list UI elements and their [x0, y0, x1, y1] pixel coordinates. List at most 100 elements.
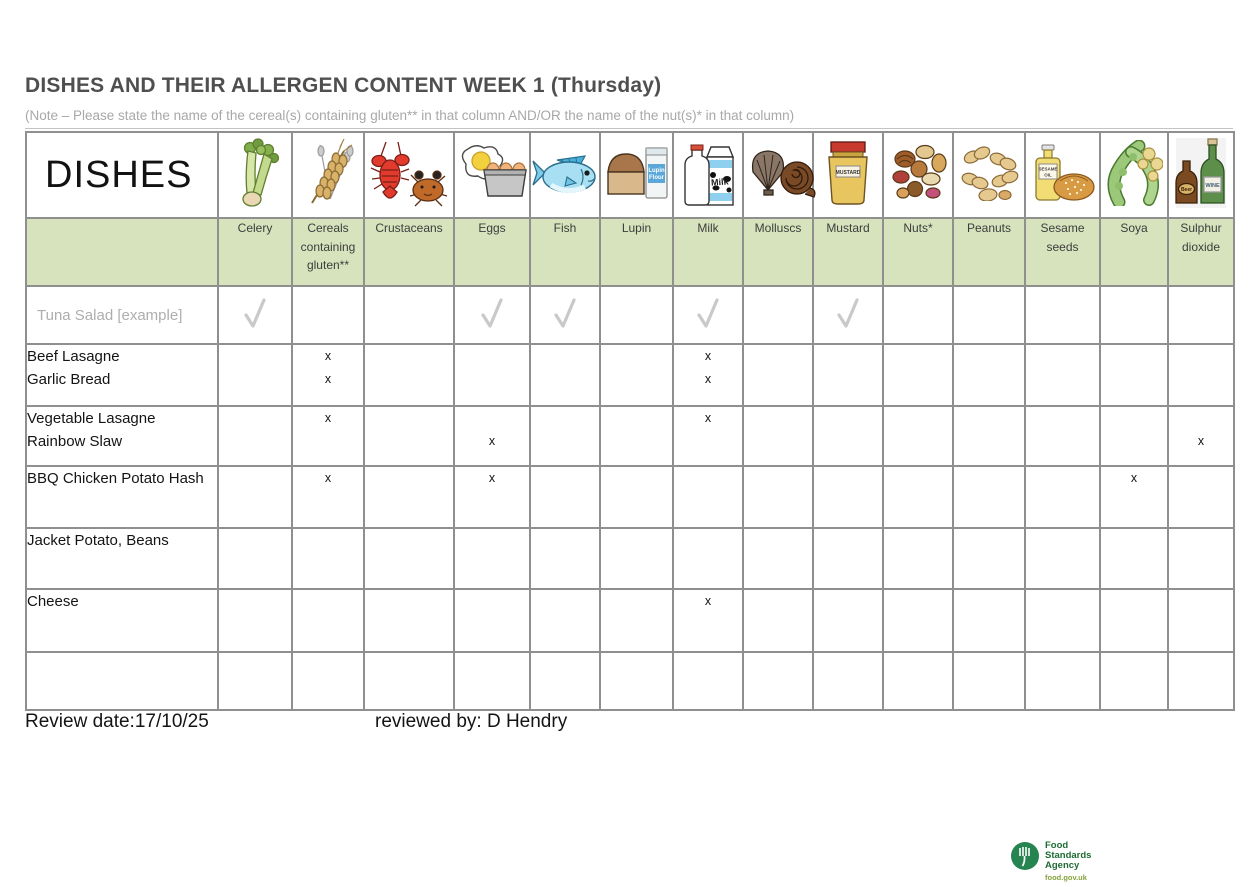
mark-cell-cereals_gluten [291, 651, 365, 711]
column-label-mustard: Mustard [812, 217, 884, 287]
mark-cell-sesame_seeds [1024, 405, 1101, 467]
mark-cell-sulphur_dioxide [1167, 343, 1235, 407]
dish-name: Tuna Salad [example] [37, 306, 183, 324]
empty-mark [814, 590, 882, 613]
mark-cell-molluscs [742, 651, 814, 711]
mark-cell-mustard [812, 465, 884, 529]
mark-cell-nuts [882, 405, 954, 467]
empty-mark [1026, 407, 1099, 430]
mark-cell-fish [529, 285, 601, 345]
empty-mark [1169, 590, 1233, 613]
mark-cell-lupin [599, 405, 674, 467]
column-icon-mustard: MUSTARD [812, 131, 884, 219]
empty-mark [954, 407, 1024, 430]
mark-cell-peanuts [952, 465, 1026, 529]
crustaceans-icon [370, 141, 448, 206]
empty-mark [744, 407, 812, 430]
empty-mark [884, 345, 952, 368]
dish-name: Garlic Bread [27, 371, 111, 388]
mark-cell-molluscs [742, 465, 814, 529]
table-row: Vegetable Lasagne Rainbow Slaw x x x x [25, 405, 1235, 467]
mark-cell-peanuts [952, 405, 1026, 467]
mark-cell-celery [217, 527, 293, 590]
column-icon-celery [217, 131, 293, 219]
mark-cell-eggs [453, 527, 531, 590]
dish-name: Vegetable Lasagne [27, 410, 156, 427]
empty-mark [884, 430, 952, 453]
column-icon-cereals_gluten [291, 131, 365, 219]
dish-name-cell: Jacket Potato, Beans [25, 527, 219, 590]
mark-cell-lupin [599, 343, 674, 407]
note-text: (Note – Please state the name of the cer… [25, 108, 795, 123]
empty-mark [884, 467, 952, 490]
empty-mark [219, 430, 291, 453]
mark-cell-lupin [599, 588, 674, 653]
empty-mark [219, 467, 291, 490]
mark-cell-soya [1099, 405, 1169, 467]
empty-mark [814, 345, 882, 368]
lupin-label-text: Flour [649, 175, 665, 181]
empty-mark [365, 590, 453, 613]
empty-mark [531, 430, 599, 453]
empty-mark [601, 590, 672, 613]
empty-mark [954, 467, 1024, 490]
empty-mark [1169, 653, 1233, 676]
allergen-x-mark: x [704, 372, 712, 386]
mark-cell-soya [1099, 588, 1169, 653]
allergen-x-mark: x [324, 411, 332, 425]
empty-mark [1026, 653, 1099, 676]
mark-cell-soya [1099, 285, 1169, 345]
mark-cell-eggs [453, 343, 531, 407]
empty-mark [1101, 653, 1167, 676]
mark-cell-milk [672, 527, 744, 590]
column-label-lupin: Lupin [599, 217, 674, 287]
mark-cell-cereals_gluten [291, 527, 365, 590]
dish-name: Jacket Potato, Beans [27, 532, 169, 549]
empty-mark [455, 590, 529, 613]
table-row: BBQ Chicken Potato Hash x x x [25, 465, 1235, 529]
empty-mark [814, 467, 882, 490]
mark-cell-molluscs [742, 527, 814, 590]
mark-cell-fish [529, 405, 601, 467]
empty-mark [674, 529, 742, 552]
empty-mark [954, 430, 1024, 453]
empty-mark [814, 430, 882, 453]
allergen-x-mark: x [1130, 471, 1138, 485]
empty-mark [531, 368, 599, 391]
column-label-sesame_seeds: Sesame seeds [1024, 217, 1101, 287]
mark-cell-eggs [453, 588, 531, 653]
allergen-x-mark: x [324, 349, 332, 363]
lupin-label-text: Lupin [648, 168, 665, 174]
milk-label-text: Milk [711, 176, 730, 187]
table-header: DISHES Lupin Flour Milk MUSTARD SESAME OIL WINE… [25, 131, 1235, 287]
column-icon-sulphur_dioxide: WINE Beer [1167, 131, 1235, 219]
empty-mark [601, 345, 672, 368]
column-label-peanuts: Peanuts [952, 217, 1026, 287]
empty-mark [531, 407, 599, 430]
mark-cell-milk: x [672, 405, 744, 467]
mustard-label-text: MUSTARD [836, 170, 861, 176]
mark-cell-eggs: x [453, 465, 531, 529]
mark-cell-fish [529, 527, 601, 590]
mark-cell-cereals_gluten [291, 285, 365, 345]
mark-cell-crustaceans [363, 285, 455, 345]
column-icon-soya [1099, 131, 1169, 219]
mark-cell-molluscs [742, 588, 814, 653]
corner-cell [25, 217, 219, 287]
mark-cell-soya [1099, 651, 1169, 711]
empty-mark [531, 345, 599, 368]
mark-cell-sulphur_dioxide: x [1167, 405, 1235, 467]
mark-cell-celery [217, 651, 293, 711]
empty-mark [814, 653, 882, 676]
check-icon [837, 297, 859, 328]
empty-mark [1169, 529, 1233, 552]
mark-cell-milk: x [672, 588, 744, 653]
dish-name: Beef Lasagne [27, 348, 120, 365]
empty-mark [744, 590, 812, 613]
column-icon-nuts [882, 131, 954, 219]
mark-cell-sesame_seeds [1024, 588, 1101, 653]
table-row: Cheese x [25, 588, 1235, 653]
